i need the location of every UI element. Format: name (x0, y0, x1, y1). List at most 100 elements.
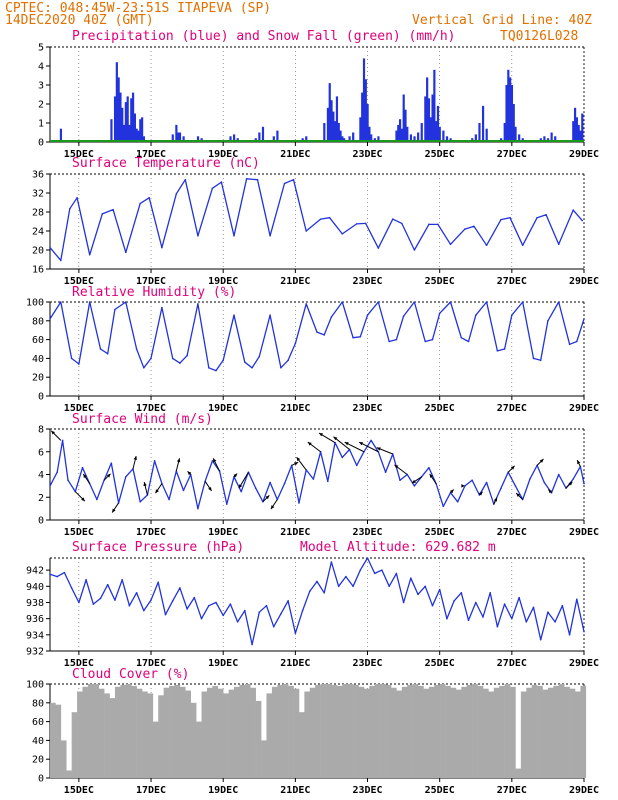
precip-bar (137, 130, 140, 142)
wind-point (428, 466, 430, 469)
precip-bar (177, 132, 180, 142)
precip-bar (364, 79, 367, 142)
precip-bar (543, 136, 546, 142)
precip-bar (514, 126, 517, 142)
humidity-point (171, 357, 174, 360)
pressure-point (366, 557, 369, 559)
pressure-point (308, 590, 311, 592)
cloud-bar (304, 691, 311, 778)
pressure-point (575, 598, 578, 601)
precip-bar (550, 132, 553, 142)
cloud-bar (439, 684, 446, 778)
precip-bar (503, 123, 506, 142)
temp-point (473, 225, 475, 228)
precip-bar (445, 136, 449, 142)
pressure-point (489, 591, 491, 594)
humidity-point (222, 359, 224, 362)
pressure-point (143, 609, 145, 612)
wind-x-tick-label: 23DEC (352, 527, 382, 538)
precip-bar (509, 77, 512, 142)
cloud-x-tick-label: 17DEC (136, 785, 166, 796)
humidity-point (511, 314, 513, 316)
pressure-point (121, 579, 123, 581)
pressure-point (561, 604, 564, 607)
cloud-bar (374, 684, 381, 778)
cloud-bar (407, 684, 413, 778)
pressure-point (193, 596, 196, 599)
humidity-point (496, 350, 499, 352)
temp-point (101, 213, 104, 215)
pressure-point (467, 619, 470, 622)
cloud-bar (212, 685, 219, 778)
pressure-point (539, 638, 542, 641)
cloud-bar (369, 685, 376, 778)
precip-bar (572, 121, 575, 142)
cloud-bar (71, 712, 78, 778)
cloud-bar (271, 686, 278, 778)
cloud-bar (504, 684, 511, 778)
precip-bar (337, 123, 340, 142)
wind-arrow-head (155, 489, 159, 494)
pressure-point (583, 630, 585, 633)
precip-bar (175, 124, 178, 142)
humidity-point (575, 340, 578, 343)
wind-arrow-head (577, 460, 581, 465)
pressure-x-tick-label: 23DEC (352, 658, 382, 669)
humidity-point (438, 312, 441, 315)
temp-y-tick-label: 28 (32, 208, 44, 219)
humidity-point (49, 318, 51, 320)
cloud-bar (580, 685, 587, 778)
humidity-point (60, 301, 62, 303)
pressure-x-tick-label: 27DEC (497, 658, 527, 669)
cloud-bar (477, 685, 484, 778)
temp-point (233, 234, 235, 237)
precip-bar (368, 126, 371, 142)
precip-bar (573, 107, 577, 142)
humidity-point (568, 343, 571, 346)
pressure-point (381, 569, 383, 571)
wind-point (211, 460, 214, 462)
precip-bar (330, 100, 333, 142)
wind-arrow-head (394, 464, 399, 469)
cloud-bar (234, 686, 240, 778)
temp-point (428, 223, 430, 226)
temp-point (319, 218, 322, 220)
temp-point (413, 249, 416, 251)
humidity-point (161, 306, 163, 309)
pressure-point (78, 601, 80, 604)
humidity-point (207, 367, 210, 369)
wind-point (543, 481, 546, 484)
cloud-y-tick-label: 20 (32, 755, 44, 766)
precip-bar (133, 113, 136, 142)
cloud-bar (93, 684, 100, 778)
wind-point (413, 485, 416, 487)
precip-bar (400, 128, 403, 142)
temp-point (377, 247, 380, 249)
precip-bar (433, 69, 436, 142)
precip-bar (402, 94, 405, 142)
humidity-point (294, 342, 297, 345)
humidity-y-tick-label: 20 (32, 373, 44, 384)
cloud-bar (499, 685, 505, 778)
cloud-bar (445, 685, 451, 778)
precip-bar (575, 117, 578, 142)
temp-point (509, 216, 511, 219)
cloud-bar (493, 687, 500, 778)
pressure-point (150, 599, 152, 601)
temp-point (60, 259, 62, 262)
cloud-bar (461, 686, 468, 778)
wind-point (384, 471, 387, 474)
cloud-bar (109, 698, 116, 778)
precip-bar (128, 124, 131, 142)
precip-bar (478, 123, 481, 142)
pressure-point (568, 634, 571, 636)
wind-arrow-head (333, 436, 338, 441)
humidity-x-tick-label: 15DEC (64, 403, 94, 414)
cloud-bar (66, 770, 72, 778)
precip-bar (141, 117, 144, 142)
cloud-bar (331, 684, 338, 778)
model-code-header: TQ0126L028 (500, 29, 578, 44)
humidity-point (474, 314, 477, 316)
temperature-panel: Surface Temperature (nC) 16 20 24 28 32 36 15D… (32, 156, 599, 287)
pressure-point (453, 600, 455, 602)
